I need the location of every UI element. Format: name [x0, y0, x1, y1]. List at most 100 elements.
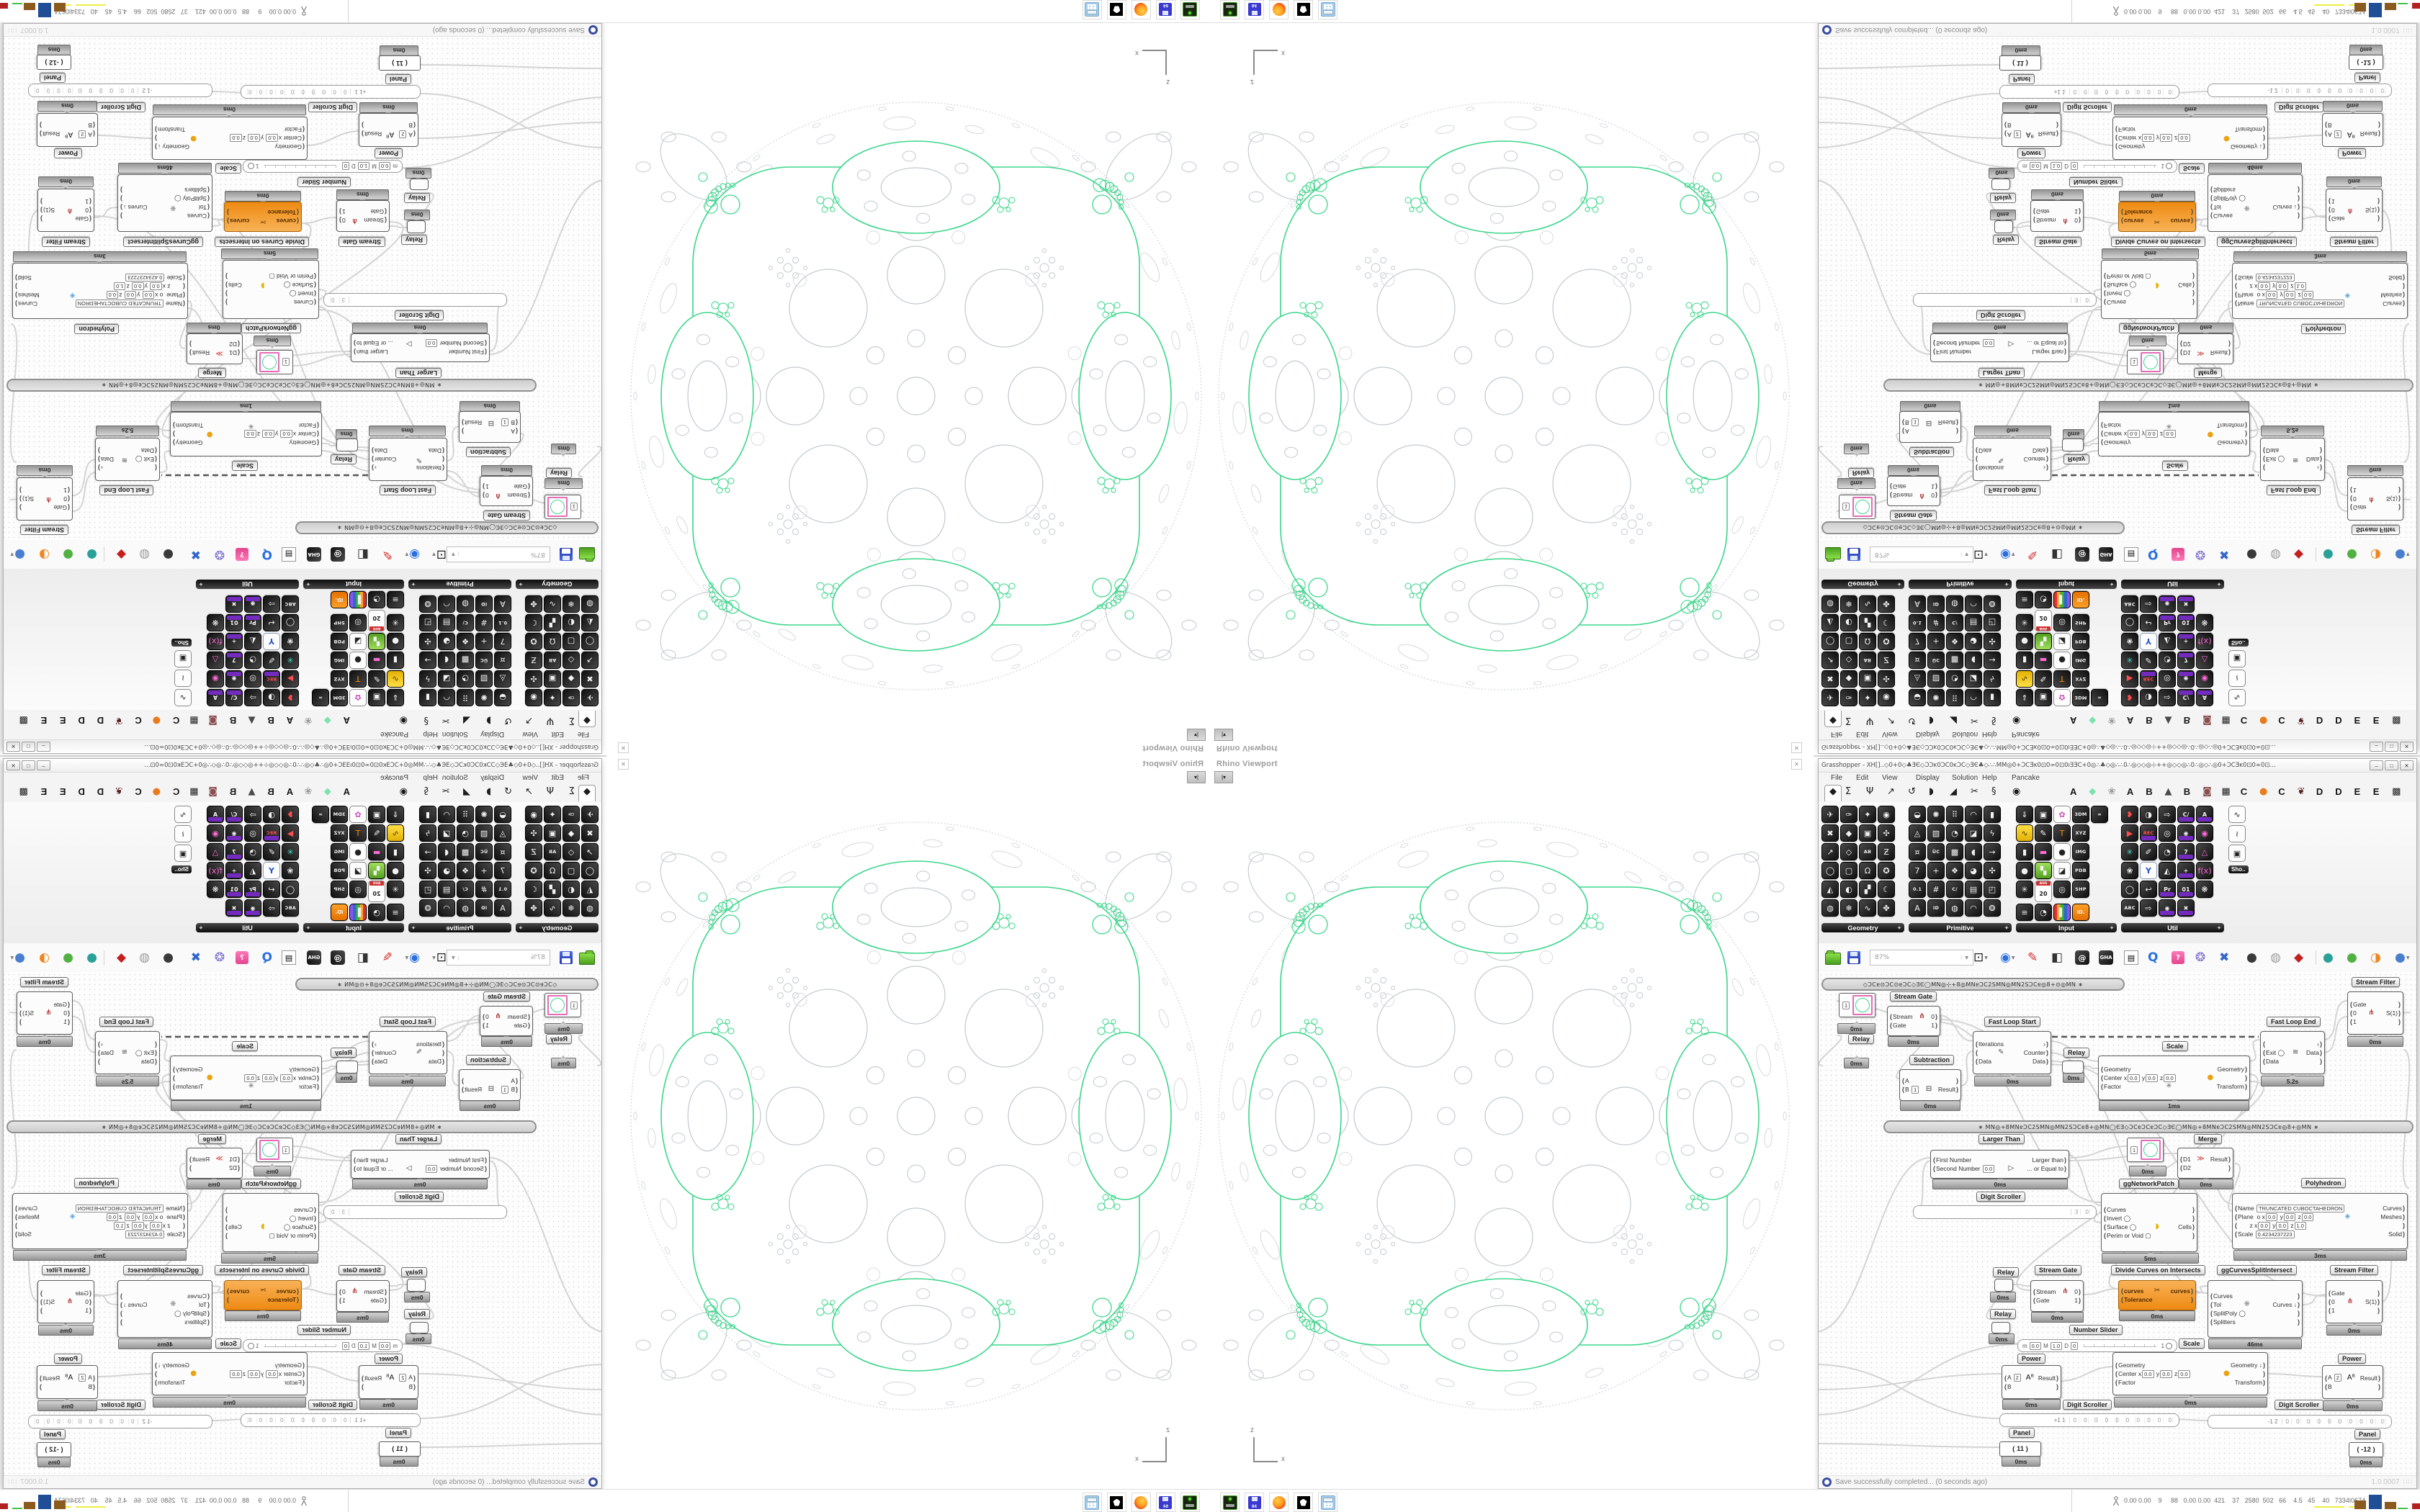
palette-icon[interactable]: ◉: [2196, 824, 2213, 842]
jitter-arrows-icon[interactable]: ✖: [2219, 950, 2230, 965]
tab-glyph-3[interactable]: ↗: [1887, 786, 1895, 797]
tab-icon-17[interactable]: ▩: [2392, 786, 2401, 797]
node-canvas[interactable]: ◇ƆϹɐ⊙ƆϹ⊙ɐƆϹ◇ƎЄ◯ΜΝ◎⊹+8◎ΜΝɐƆϹ2SΜΝ◎ΜΝ2SƆϹɐ◎…: [4, 972, 601, 1476]
node-label-merge[interactable]: Merge: [2194, 368, 2222, 378]
palette-icon[interactable]: ↗: [581, 843, 599, 860]
tab-icon-1[interactable]: ◆: [2089, 786, 2097, 797]
node-label-scale[interactable]: Scale: [215, 163, 241, 174]
node-label-digit-scroller[interactable]: Digit Scroller: [1976, 310, 2026, 320]
palette-icon[interactable]: ◖: [438, 652, 455, 669]
palette-label-geometry[interactable]: Geometry ✦: [516, 580, 599, 589]
palette-icon[interactable]: 7: [494, 862, 511, 879]
palette-icon[interactable]: ◉: [225, 824, 243, 842]
menu-item-pancake[interactable]: Pancake: [380, 730, 408, 739]
palette-icon[interactable]: PDB: [2072, 633, 2089, 650]
node-body[interactable]: Stream⋔0Gate1: [336, 1280, 390, 1312]
tab-letter-B-4[interactable]: B: [267, 786, 274, 797]
palette-icon[interactable]: ●: [349, 652, 367, 669]
menu-item-view[interactable]: View: [522, 773, 539, 782]
palette-icon[interactable]: ❂: [419, 899, 436, 917]
palette-icon[interactable]: 7: [1909, 862, 1926, 879]
palette-icon[interactable]: ∿: [387, 824, 404, 842]
node-label-stream-gate[interactable]: Stream Gate: [483, 510, 530, 521]
palette-icon[interactable]: ∞: [2091, 689, 2108, 706]
tab-glyph-1[interactable]: Σ: [1845, 786, 1852, 797]
gha-badge-icon[interactable]: GHA: [2099, 949, 2113, 966]
palette-icon[interactable]: ◰: [419, 881, 436, 898]
menu-item-edit[interactable]: Edit: [1856, 730, 1869, 739]
palette-icon[interactable]: ◔: [2035, 904, 2052, 921]
node-label-number-slider[interactable]: Number Slider: [2069, 1325, 2123, 1335]
tab-letter-D-14[interactable]: D: [78, 786, 85, 797]
palette-icon[interactable]: ▶: [2121, 824, 2138, 842]
tab-letter-B-4[interactable]: B: [267, 715, 274, 726]
palette-icon[interactable]: ▤: [1965, 614, 1982, 631]
tab-glyph-9[interactable]: ◉: [2012, 715, 2021, 726]
palette-icon[interactable]: ◎: [2159, 670, 2176, 688]
sho-icon-2[interactable]: ▣: [2228, 845, 2246, 862]
panel-node[interactable]: ( -12 ): [2349, 1442, 2383, 1457]
palette-icon[interactable]: ◇: [563, 843, 580, 860]
node-body[interactable]: Gate0⋔S(1)1: [2326, 189, 2383, 232]
node-body[interactable]: Iterations›✎CounterDataData: [369, 438, 447, 481]
palette-icon[interactable]: f(x): [2196, 862, 2213, 879]
gift-box-icon[interactable]: ?: [236, 949, 248, 966]
palette-icon[interactable]: ▮: [1984, 806, 2001, 823]
node-body[interactable]: GeometryGeometryCenter x0.0 y0.0 z0.0●Fa…: [2098, 1056, 2250, 1100]
palette-icon[interactable]: 01: [225, 614, 243, 631]
palette-icon[interactable]: ▮: [2016, 652, 2033, 669]
palette-icon[interactable]: ▣: [2035, 689, 2052, 706]
palette-icon[interactable]: ◔: [2159, 843, 2176, 860]
palette-icon[interactable]: ◉: [207, 824, 224, 842]
tab-letter-D-14[interactable]: D: [2335, 715, 2342, 726]
tab-letter-C-11[interactable]: C: [2278, 786, 2285, 797]
palette-icon[interactable]: ◉: [244, 899, 261, 917]
palette-icon[interactable]: ◬: [494, 824, 511, 842]
palette-icon[interactable]: ✪: [1878, 862, 1895, 879]
node-body[interactable]: [1991, 179, 2010, 190]
palette-icon[interactable]: ❋: [2196, 881, 2213, 898]
node-label-panel[interactable]: Panel: [2354, 73, 2381, 83]
palette-icon[interactable]: PDB: [2072, 862, 2089, 879]
palette-icon[interactable]: ⇨: [244, 689, 261, 706]
tab-glyph-5[interactable]: ◗: [1929, 715, 1934, 726]
tab-glyph-4[interactable]: ↺: [1908, 715, 1916, 726]
palette-icon[interactable]: ◇: [1840, 652, 1857, 669]
node-body[interactable]: GeometryGeometryCenter x0.0 y0.0 z0.0●Fa…: [170, 412, 322, 456]
palette-icon[interactable]: XYZ: [331, 824, 348, 842]
palette-icon[interactable]: ▚: [368, 633, 385, 650]
palette-icon[interactable]: ✣: [419, 633, 436, 650]
tab-letter-C-11[interactable]: C: [135, 715, 142, 726]
palette-icon[interactable]: ✖: [1821, 824, 1839, 842]
palette-icon[interactable]: ◉: [1878, 806, 1895, 823]
palette-icon[interactable]: ◪: [438, 824, 455, 842]
node-body[interactable]: curves✂curvesTolerance: [224, 1280, 302, 1310]
tab-icon-17[interactable]: ▩: [2392, 715, 2401, 726]
palette-icon[interactable]: ◯: [2121, 881, 2138, 898]
node-body[interactable]: Stream⋔0Gate1: [2030, 200, 2084, 232]
palette-icon[interactable]: ϟ: [419, 670, 436, 688]
palette-icon[interactable]: ◍: [457, 595, 474, 613]
palette-icon[interactable]: ●: [2016, 633, 2033, 650]
palette-icon[interactable]: ◉: [225, 670, 243, 688]
tab-letter-A-3[interactable]: A: [286, 786, 294, 797]
palette-icon[interactable]: △: [2196, 843, 2213, 860]
menu-item-edit[interactable]: Edit: [551, 773, 564, 782]
node-body[interactable]: AB 1⊟Result: [459, 1069, 521, 1101]
canvas-group-0[interactable]: ◇ƆϹɐ⊙ƆϹ⊙ɐƆϹ◇ƎЄ◯ΜΝ◎⊹+8◎ΜΝɐƆϹ2SΜΝ◎ΜΝ2SƆϹɐ◎…: [295, 521, 599, 534]
finder-magnifier-icon[interactable]: Q: [261, 547, 272, 562]
menu-item-display[interactable]: Display: [480, 773, 504, 782]
tab-glyph-8[interactable]: §: [1991, 715, 1996, 726]
tab-icon-12[interactable]: ❦: [115, 786, 123, 797]
pink-param-node[interactable]: 1: [544, 495, 581, 519]
palette-icon[interactable]: f(x): [2196, 633, 2213, 650]
palette-icon[interactable]: ∿: [2016, 670, 2033, 688]
palette-icon[interactable]: ÜC: [475, 843, 493, 860]
palette-icon[interactable]: →: [1984, 843, 2001, 860]
palette-icon[interactable]: AB: [1859, 652, 1876, 669]
panel-node[interactable]: ( 11 ): [1999, 1441, 2041, 1457]
tab-letter-C-9[interactable]: C: [172, 715, 180, 726]
preview-eye-icon[interactable]: ◉ ▼: [2000, 547, 2015, 562]
